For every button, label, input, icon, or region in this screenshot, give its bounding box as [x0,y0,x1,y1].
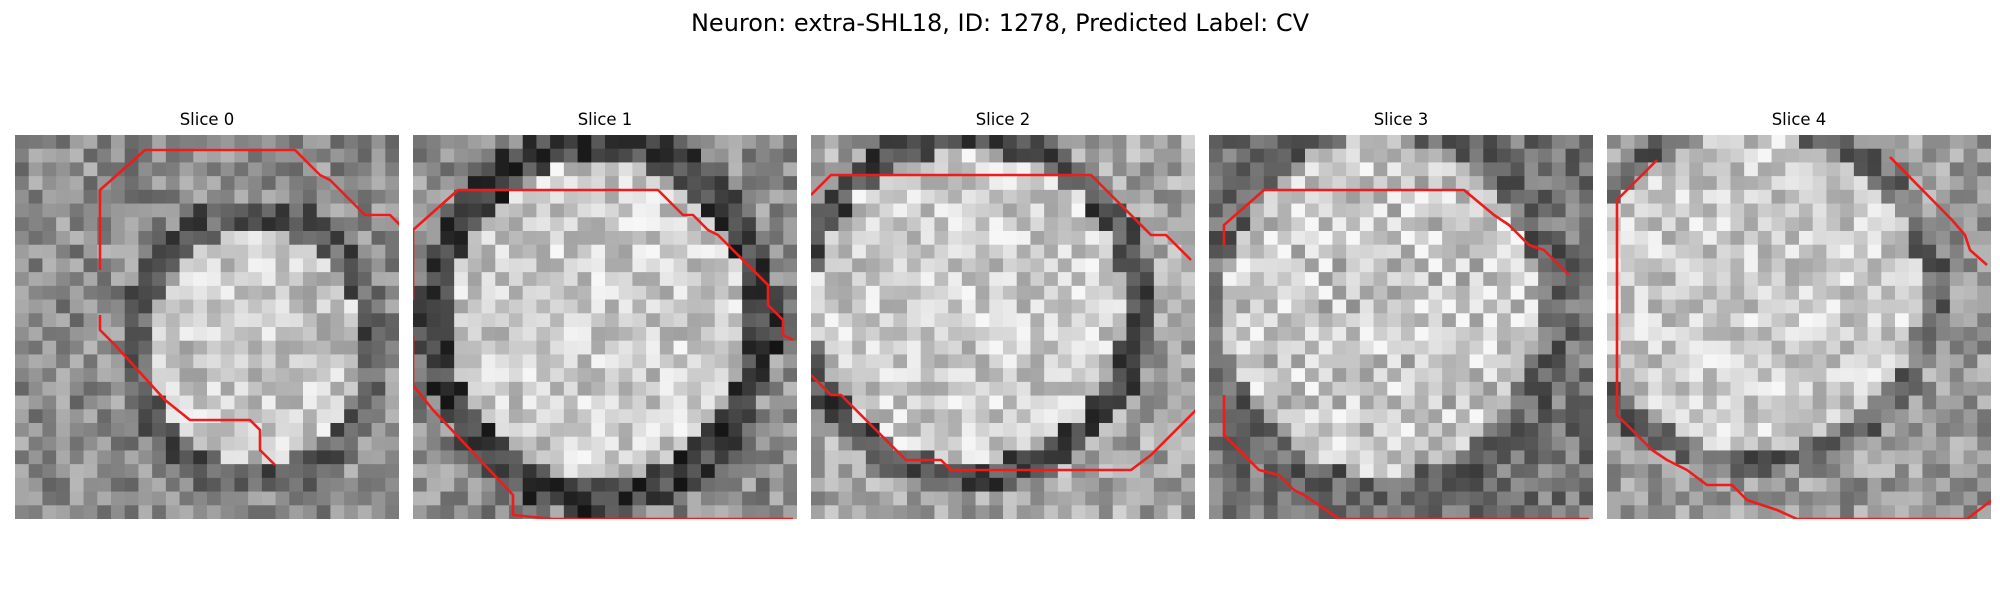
contour-upper [98,148,399,270]
slice-image-3 [1209,135,1593,519]
pixel-grid [1209,135,1593,519]
slice-panel-2: Slice 2 [811,110,1195,519]
slice-panel-3: Slice 3 [1209,110,1593,519]
contour-lower [413,335,793,519]
slice-title-4: Slice 4 [1771,110,1827,129]
slice-image-0 [15,135,399,519]
slice-panel-4: Slice 4 [1607,110,1991,519]
slice-panel-1: Slice 1 [413,110,797,519]
pixel-grid [1607,135,1991,519]
figure-title: Neuron: extra-SHL18, ID: 1278, Predicted… [690,9,1310,37]
contour-upper [1615,159,1658,215]
slice-title-3: Slice 3 [1373,110,1429,129]
slice-image-2 [811,135,1195,519]
pixel-grid [15,135,399,519]
pixel-grid [811,135,1195,519]
slice-title-1: Slice 1 [577,110,633,129]
contour-lower [1615,215,1991,519]
slice-image-1 [413,135,797,519]
contour-lower [811,374,1195,472]
contour-upper [811,173,1192,261]
contour-upper [413,188,794,342]
slice-title-2: Slice 2 [975,110,1031,129]
contour-side [1889,156,1988,266]
contour-upper [1222,188,1570,276]
contour-lower [98,315,276,466]
contour-lower [1222,395,1589,519]
pixel-grid [413,135,797,519]
slice-panel-0: Slice 0 [15,110,399,519]
slice-image-4 [1607,135,1991,519]
slice-title-0: Slice 0 [179,110,235,129]
